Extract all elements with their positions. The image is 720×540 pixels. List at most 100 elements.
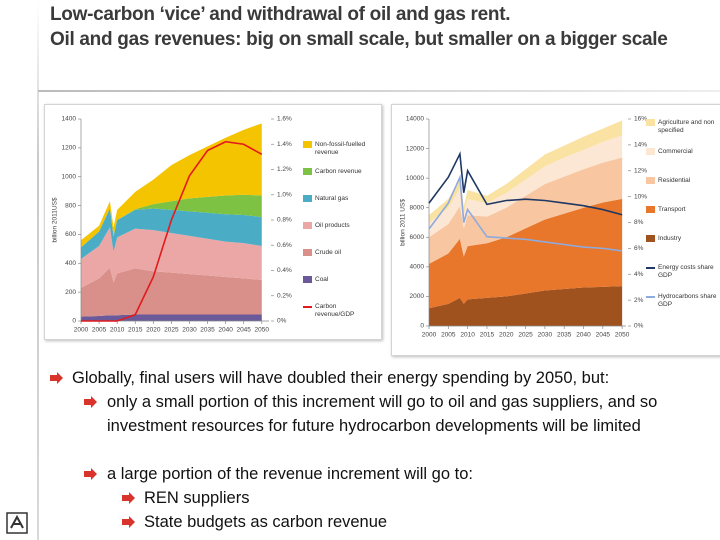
legend-item: Non-fossil-fuelled revenue [303, 141, 375, 156]
area [429, 157, 623, 264]
chart-panel: 0 2000 4000 6000 8000 10000 12000 14000 0% 2% 4% 6%… [391, 104, 720, 356]
y-tick-label: 2000 [410, 293, 425, 300]
legend-swatch [303, 276, 312, 283]
legend-item: Commercial [646, 148, 718, 156]
y2-tick-label: 16% [634, 116, 647, 123]
chart: 0 2000 4000 6000 8000 10000 12000 14000 0% 2% 4% 6%… [400, 116, 648, 339]
chart-panel: 0 200 400 600 800 1000 1200 1400 0% 0.2% 0.4% 0.6% 0… [44, 104, 382, 340]
y2-tick-label: 1.0% [277, 191, 292, 198]
bullet-arrow [84, 468, 97, 480]
bullet-text: Globally, final users will have doubled … [72, 369, 610, 387]
legend-item: Coal [303, 276, 375, 284]
area [81, 267, 262, 317]
x-tick-label: 2025 [164, 327, 179, 334]
legend-label: Commercial [658, 148, 693, 155]
bullet-arrow [50, 372, 63, 384]
legend-swatch [646, 148, 655, 155]
y2-tick-label: 0% [634, 323, 644, 330]
legend-label: Energy costs share GDP [658, 264, 714, 279]
y-tick-label: 0 [420, 323, 424, 330]
legend-swatch [303, 306, 312, 308]
legend-label: Oil products [315, 222, 350, 229]
bullet-arrow [122, 516, 135, 528]
bullet-text: a large portion of the revenue increment… [107, 465, 473, 483]
x-tick-label: 2000 [74, 327, 89, 334]
legend-item: Hydrocarbons share GDP [646, 293, 718, 308]
area [429, 120, 623, 223]
x-tick-label: 2035 [200, 327, 215, 334]
x-tick-label: 2010 [110, 327, 125, 334]
x-tick-label: 2005 [441, 332, 456, 339]
area [81, 227, 262, 288]
area [81, 314, 262, 321]
y2-tick-label: 0.8% [277, 217, 292, 224]
y2-tick-label: 10% [634, 193, 647, 200]
y2-tick-label: 0.2% [277, 292, 292, 299]
y2-tick-label: 12% [634, 167, 647, 174]
arrow-shape [50, 372, 63, 384]
legend-label: Hydrocarbons share GDP [658, 293, 717, 308]
x-tick-label: 2015 [480, 332, 495, 339]
x-tick-label: 2000 [422, 332, 437, 339]
x-tick-label: 2040 [218, 327, 233, 334]
y2-tick-label: 0.6% [277, 242, 292, 249]
title-line: Low-carbon ‘vice’ and withdrawal of oil … [50, 4, 511, 25]
x-tick-label: 2015 [128, 327, 143, 334]
legend-item: Carbon revenue [303, 168, 375, 176]
y-tick-label: 0 [72, 318, 76, 325]
bullet-text: REN suppliers [144, 489, 250, 507]
legend-swatch [303, 141, 312, 148]
y-tick-label: 6000 [410, 234, 425, 241]
legend-item: Energy costs share GDP [646, 264, 718, 279]
x-tick-label: 2045 [236, 327, 251, 334]
y-tick-label: 10000 [406, 175, 424, 182]
legend-label: Carbon revenue [315, 168, 362, 175]
x-tick-label: 2030 [538, 332, 553, 339]
y2-tick-label: 1.2% [277, 166, 292, 173]
legend-label: Carbon revenue/GDP [315, 303, 355, 318]
legend-label: Natural gas [315, 195, 349, 202]
side-rule [37, 0, 39, 540]
legend-swatch [646, 177, 655, 184]
y2-tick-label: 2% [634, 297, 644, 304]
legend-item: Crude oil [303, 249, 375, 257]
y-tick-label: 1200 [62, 145, 77, 152]
legend-item: Residential [646, 177, 718, 185]
y-tick-label: 200 [65, 289, 76, 296]
area [81, 123, 262, 248]
legend-item: Carbon revenue/GDP [303, 303, 375, 318]
y2-tick-label: 4% [634, 271, 644, 278]
bullet-text: only a small portion of this increment w… [107, 393, 658, 435]
bullet-text: State budgets as carbon revenue [144, 513, 388, 531]
y2-tick-label: 14% [634, 142, 647, 149]
arrow-shape [122, 492, 135, 504]
legend-item: Agriculture and non specified [646, 119, 718, 134]
line [81, 140, 263, 322]
y-axis-title: billion 2011 US$ [400, 199, 407, 246]
x-tick-label: 2050 [255, 327, 270, 334]
y2-tick-label: 8% [634, 219, 644, 226]
legend-label: Crude oil [315, 249, 342, 256]
bullet-arrow [84, 396, 97, 408]
y-tick-label: 1400 [62, 116, 77, 123]
chart: 0 200 400 600 800 1000 1200 1400 0% 0.2% 0.4% 0.6% 0… [52, 116, 292, 334]
y-axis-title: billion 2011US$ [52, 197, 59, 242]
y-tick-label: 12000 [406, 145, 424, 152]
area [429, 198, 623, 309]
bullet-arrow [122, 492, 135, 504]
y-tick-label: 400 [65, 260, 76, 267]
y2-tick-label: 0.4% [277, 267, 292, 274]
legend-swatch [646, 206, 655, 213]
y-tick-label: 600 [65, 231, 76, 238]
legend-label: Coal [315, 276, 329, 283]
legend-item: Oil products [303, 222, 375, 230]
legend-swatch [303, 249, 312, 256]
x-tick-label: 2040 [576, 332, 591, 339]
x-tick-label: 2035 [557, 332, 572, 339]
y-tick-label: 4000 [410, 264, 425, 271]
title-line: Oil and gas revenues: big on small scale… [50, 29, 668, 50]
x-tick-label: 2010 [460, 332, 475, 339]
y-tick-label: 800 [65, 202, 76, 209]
x-tick-label: 2020 [146, 327, 161, 334]
